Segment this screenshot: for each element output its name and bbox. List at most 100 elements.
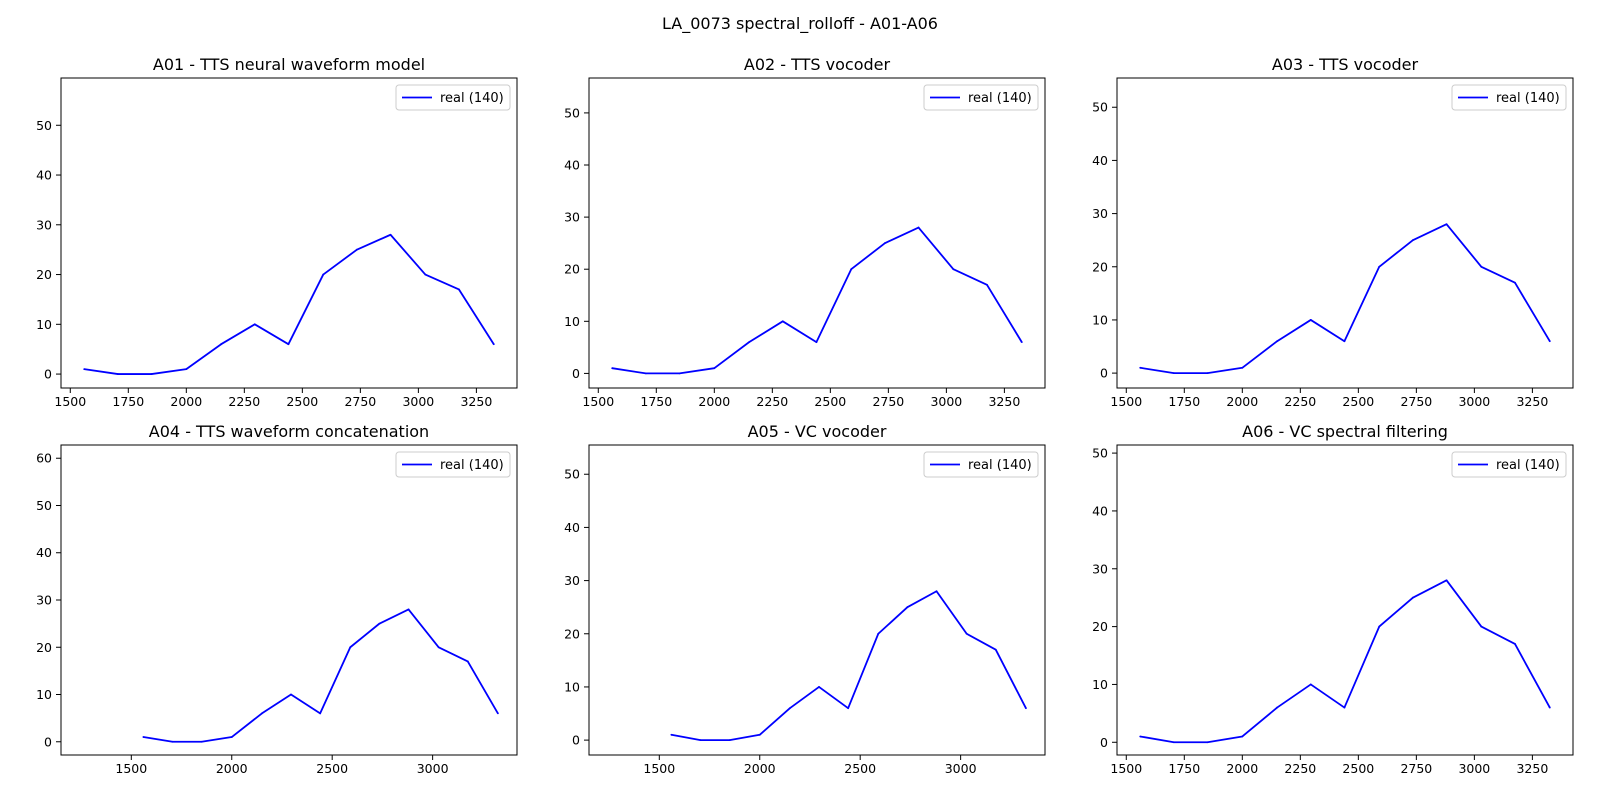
- y-tick-label: 20: [36, 267, 52, 282]
- y-tick-label: 50: [564, 467, 580, 482]
- subplot-title: A05 - VC vocoder: [748, 422, 887, 441]
- data-point: [1139, 366, 1142, 369]
- data-point: [1206, 372, 1209, 375]
- y-tick-label: 10: [36, 687, 52, 702]
- x-tick-label: 2500: [286, 394, 318, 409]
- x-tick-label: 3250: [1516, 761, 1548, 776]
- y-tick-label: 40: [36, 168, 52, 183]
- y-tick-label: 20: [564, 262, 580, 277]
- x-tick-label: 3000: [1458, 394, 1490, 409]
- y-tick-label: 0: [572, 733, 580, 748]
- data-point: [847, 707, 850, 710]
- series-line-1: [143, 608, 499, 743]
- series-line-1: [1140, 223, 1551, 375]
- data-point: [1020, 341, 1023, 344]
- data-point: [678, 372, 681, 375]
- x-tick-label: 2500: [844, 761, 876, 776]
- subplot-1: A01 - TTS neural waveform model 1500 1750 2…: [36, 55, 518, 409]
- data-point: [883, 242, 886, 245]
- x-tick-label: 3000: [1458, 761, 1490, 776]
- data-point: [611, 367, 614, 370]
- data-point: [1241, 735, 1244, 738]
- y-tick-label: 10: [564, 314, 580, 329]
- data-point: [389, 233, 392, 236]
- y-tick-label: 50: [36, 498, 52, 513]
- series-line-1: [612, 226, 1023, 375]
- y-tick-label: 20: [1092, 259, 1108, 274]
- subplot-3: A03 - TTS vocoder 1500 1750 2000 2250 2500 275…: [1092, 55, 1574, 409]
- data-point: [1411, 239, 1414, 242]
- y-tick-label: 30: [1092, 561, 1108, 576]
- data-point: [287, 343, 290, 346]
- series-line-1: [671, 590, 1027, 742]
- data-point: [200, 740, 203, 743]
- data-point: [378, 622, 381, 625]
- data-point: [1343, 706, 1346, 709]
- data-point: [1445, 579, 1448, 582]
- y-tick-label: 30: [36, 217, 52, 232]
- y-tick-label: 60: [36, 451, 52, 466]
- data-point: [1309, 683, 1312, 686]
- x-tick-label: 3250: [460, 394, 492, 409]
- data-point: [349, 646, 352, 649]
- subplot-4: A04 - TTS waveform concatenation 1500 2000…: [36, 422, 518, 776]
- legend-box: [395, 451, 511, 478]
- x-tick-label: 3250: [1516, 394, 1548, 409]
- x-tick-label: 2500: [814, 394, 846, 409]
- legend-label: real (140): [440, 458, 504, 473]
- data-point: [253, 323, 256, 326]
- data-point: [877, 632, 880, 635]
- figure-suptitle: LA_0073 spectral_rolloff - A01-A06: [662, 14, 938, 34]
- data-point: [935, 590, 938, 593]
- data-point: [437, 646, 440, 649]
- x-tick-label: 2500: [316, 761, 348, 776]
- data-point: [290, 693, 292, 696]
- x-tick-label: 2750: [344, 394, 376, 409]
- x-tick-label: 2000: [1226, 394, 1258, 409]
- y-tick-label: 20: [1092, 619, 1108, 634]
- subplot-title: A02 - TTS vocoder: [744, 55, 891, 74]
- y-tick-label: 30: [36, 593, 52, 608]
- y-tick-label: 0: [44, 734, 52, 749]
- x-tick-label: 2250: [756, 394, 788, 409]
- data-point: [1548, 706, 1551, 709]
- data-point: [466, 660, 469, 663]
- data-point: [424, 273, 427, 276]
- y-tick-label: 0: [1100, 735, 1108, 750]
- y-tick-label: 40: [564, 520, 580, 535]
- legend: real (140): [395, 451, 511, 478]
- data-point: [150, 373, 153, 375]
- data-point: [142, 736, 145, 738]
- x-tick-label: 3000: [945, 761, 977, 776]
- data-point: [1514, 643, 1516, 645]
- data-point: [322, 273, 325, 276]
- y-tick-label: 30: [564, 573, 580, 588]
- x-tick-label: 2750: [1400, 394, 1432, 409]
- legend-box: [1451, 451, 1567, 478]
- data-point: [815, 341, 818, 344]
- data-point: [818, 686, 820, 688]
- x-tick-label: 2000: [1226, 761, 1258, 776]
- x-tick-label: 1500: [582, 394, 614, 409]
- legend-box: [1451, 84, 1567, 111]
- data-point: [965, 632, 968, 635]
- subplot-title: A01 - TTS neural waveform model: [153, 55, 425, 74]
- subplot-title: A04 - TTS waveform concatenation: [149, 422, 429, 441]
- y-tick-label: 10: [1092, 312, 1108, 327]
- y-tick-label: 30: [564, 210, 580, 225]
- x-tick-label: 2750: [872, 394, 904, 409]
- data-point: [644, 372, 647, 375]
- y-tick-label: 20: [564, 626, 580, 641]
- data-point: [781, 320, 784, 323]
- data-point: [1548, 340, 1551, 343]
- subplot-title: A06 - VC spectral filtering: [1242, 422, 1448, 441]
- legend: real (140): [395, 84, 511, 111]
- legend-box: [395, 84, 511, 111]
- data-point: [220, 343, 223, 346]
- y-tick-label: 0: [572, 366, 580, 381]
- y-tick-label: 0: [44, 367, 52, 382]
- data-point: [1309, 319, 1312, 321]
- axes-frame: [588, 444, 1046, 756]
- x-tick-label: 1500: [1110, 394, 1142, 409]
